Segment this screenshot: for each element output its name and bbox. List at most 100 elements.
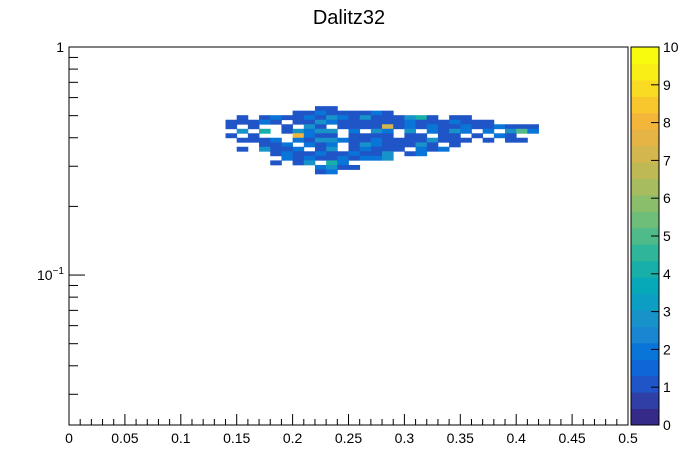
palette-swatch: [631, 309, 659, 327]
heatmap-cell: [460, 124, 472, 130]
heatmap-cell: [337, 155, 349, 161]
heatmap-cell: [314, 124, 327, 130]
heatmap-cell: [437, 137, 450, 143]
heatmap-cell: [415, 151, 428, 157]
heatmap-cell: [326, 146, 338, 152]
heatmap-cell: [259, 137, 271, 143]
palette-tick-label: 8: [663, 115, 671, 131]
palette-swatch: [631, 375, 659, 393]
heatmap-cell: [348, 128, 361, 134]
heatmap-cell: [359, 155, 372, 161]
heatmap-cell: [482, 128, 495, 134]
heatmap-cell: [393, 119, 405, 125]
heatmap-cell: [426, 124, 439, 130]
heatmap-cell: [225, 124, 238, 130]
heatmap-cell: [482, 137, 495, 143]
heatmap-cell: [359, 110, 372, 116]
heatmap-cell: [393, 124, 405, 130]
palette-swatch: [631, 408, 659, 426]
heatmap-cell: [460, 137, 472, 143]
heatmap-cell: [437, 124, 450, 130]
heatmap-cell: [415, 146, 428, 152]
heatmap-cell: [281, 155, 293, 161]
heatmap-cell: [236, 128, 249, 134]
heatmap-cell: [449, 119, 461, 125]
heatmap-cell: [460, 119, 472, 125]
x-tick-label: 0.4: [506, 430, 526, 446]
heatmap-cell: [482, 119, 495, 125]
heatmap-cell: [247, 133, 260, 139]
heatmap-cell: [259, 119, 271, 125]
heatmap-cell: [426, 119, 439, 125]
heatmap-cell: [370, 124, 383, 130]
heatmap-cell: [348, 155, 361, 161]
heatmap-cell: [382, 146, 394, 152]
heatmap-cell: [303, 137, 316, 143]
heatmap-cells: [225, 106, 539, 175]
heatmap-cell: [292, 160, 305, 166]
heatmap-cell: [370, 155, 383, 161]
heatmap-cell: [303, 160, 316, 166]
heatmap-cell: [326, 110, 338, 116]
palette-tick-label: 5: [663, 228, 671, 244]
heatmap-cell: [527, 124, 539, 130]
heatmap-cell: [270, 160, 282, 166]
heatmap-cell: [404, 151, 416, 157]
heatmap-cell: [348, 142, 361, 148]
heatmap-cell: [527, 128, 539, 134]
heatmap-cell: [247, 119, 260, 125]
heatmap-cell: [326, 160, 338, 166]
heatmap-cell: [382, 133, 394, 139]
heatmap-cell: [426, 128, 439, 134]
palette-swatch: [631, 244, 659, 262]
heatmap-cell: [314, 169, 327, 175]
x-tick-label: 0: [65, 430, 73, 446]
color-palette-axis: 0 1 2 3 4 5 6 7 8 9 10: [630, 39, 679, 433]
palette-swatch: [631, 260, 659, 278]
palette-swatch: [631, 392, 659, 410]
heatmap-cell: [370, 128, 383, 134]
heatmap-cell: [482, 124, 495, 130]
heatmap-cell: [415, 115, 428, 121]
heatmap-cell: [270, 137, 282, 143]
palette-swatch: [631, 129, 659, 147]
heatmap-cell: [292, 115, 305, 121]
heatmap-cell: [493, 133, 506, 139]
heatmap-cell: [259, 115, 271, 121]
heatmap-cell: [314, 110, 327, 116]
palette-tick-label: 6: [663, 190, 671, 206]
heatmap-cell: [337, 124, 349, 130]
heatmap-cell: [437, 119, 450, 125]
heatmap-cell: [404, 124, 416, 130]
heatmap-cell: [370, 137, 383, 143]
heatmap-cell: [292, 119, 305, 125]
heatmap-cell: [348, 119, 361, 125]
heatmap-cell: [437, 133, 450, 139]
heatmap-cell: [236, 146, 249, 152]
heatmap-cell: [382, 115, 394, 121]
heatmap-cell: [281, 151, 293, 157]
heatmap-cell: [348, 133, 361, 139]
heatmap-cell: [404, 137, 416, 143]
heatmap-cell: [314, 128, 327, 134]
heatmap-cell: [326, 106, 338, 112]
heatmap-cell: [415, 119, 428, 125]
x-tick-label: 0.3: [395, 430, 415, 446]
heatmap-cell: [303, 124, 316, 130]
palette-swatch: [631, 227, 659, 245]
heatmap-cell: [359, 142, 372, 148]
palette-tick-label: 0: [663, 417, 671, 433]
plot-area: [69, 47, 628, 425]
heatmap-cell: [437, 128, 450, 134]
heatmap-cell: [292, 133, 305, 139]
heatmap-cell: [449, 133, 461, 139]
palette-tick-label: 7: [663, 152, 671, 168]
heatmap-cell: [471, 133, 484, 139]
heatmap-cell: [303, 115, 316, 121]
heatmap-cell: [426, 142, 439, 148]
heatmap-cell: [337, 151, 349, 157]
palette-tick-label: 10: [663, 39, 679, 55]
heatmap-cell: [326, 119, 338, 125]
heatmap-cell: [326, 155, 338, 161]
heatmap-cell: [359, 119, 372, 125]
